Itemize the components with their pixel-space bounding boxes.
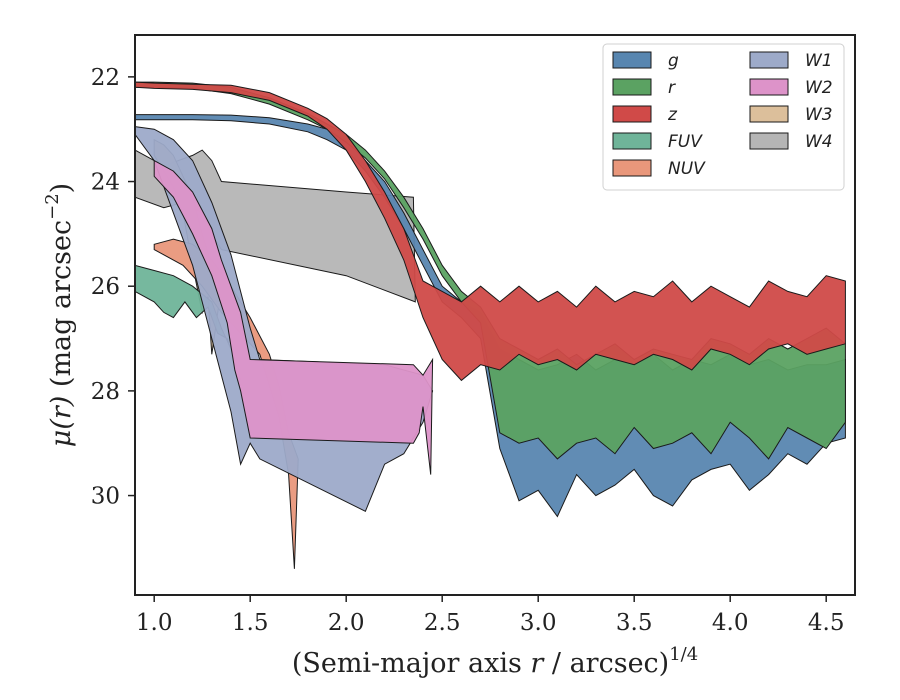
plot-frame — [134, 34, 856, 596]
series-band-z — [135, 81, 846, 382]
x-axis-label-var: r — [530, 648, 545, 679]
series-band-r — [135, 81, 846, 460]
legend-swatch — [612, 105, 652, 123]
x-axis: 1.0 1.5 2.0 2.5 3.0 3.5 4.0 4.5 — [136, 595, 845, 636]
legend-swatch — [612, 78, 652, 96]
legend-label: z — [667, 105, 678, 125]
legend-label: g — [668, 51, 679, 71]
y-axis-label-var: μ(r) — [46, 396, 77, 448]
series-band-w2 — [153, 159, 434, 475]
y-axis-label: μ(r) (mag arcsec−2) — [42, 183, 77, 447]
x-tick-label: 1.0 — [136, 610, 173, 636]
legend-swatch — [612, 132, 652, 150]
plot-area — [135, 81, 846, 569]
x-axis-label-exp: 1/4 — [669, 644, 698, 665]
y-tick-label: 28 — [91, 379, 120, 405]
x-axis-label-unit: / arcsec) — [543, 648, 669, 679]
x-tick-label: 4.0 — [712, 610, 749, 636]
legend-swatch — [612, 51, 652, 69]
y-axis-label-main: (mag arcsec — [46, 220, 77, 387]
legend-label: W4 — [805, 132, 833, 152]
x-tick-label: 1.5 — [232, 610, 269, 636]
legend-label: NUV — [668, 159, 706, 179]
x-axis-label: (Semi-major axis r / arcsec)1/4 — [292, 644, 698, 679]
legend-swatch — [749, 51, 789, 69]
y-tick-label: 30 — [91, 484, 120, 510]
legend-label: FUV — [668, 132, 703, 152]
legend-label: W2 — [805, 78, 833, 98]
legend-label: W3 — [805, 105, 833, 125]
x-tick-label: 2.0 — [328, 610, 365, 636]
x-tick-label: 4.5 — [808, 610, 845, 636]
legend: grz FUV NUV W1 W2 W3 W4 — [602, 43, 845, 191]
x-tick-label: 3.0 — [520, 610, 557, 636]
y-tick-label: 26 — [91, 274, 120, 300]
legend-swatch — [612, 159, 652, 177]
x-tick-label: 3.5 — [616, 610, 653, 636]
y-axis: 22 24 26 28 30 — [91, 65, 135, 510]
legend-swatch — [749, 78, 789, 96]
y-tick-label: 24 — [91, 170, 120, 196]
legend-swatch — [749, 105, 789, 123]
x-axis-label-main: (Semi-major axis — [292, 648, 531, 679]
y-axis-label-close: ) — [46, 183, 77, 194]
legend-label: r — [668, 78, 676, 98]
legend-swatch — [749, 132, 789, 150]
legend-label: W1 — [805, 51, 833, 71]
y-axis-label-exp: −2 — [42, 193, 63, 220]
x-tick-label: 2.5 — [424, 610, 461, 636]
y-tick-label: 22 — [91, 65, 120, 91]
